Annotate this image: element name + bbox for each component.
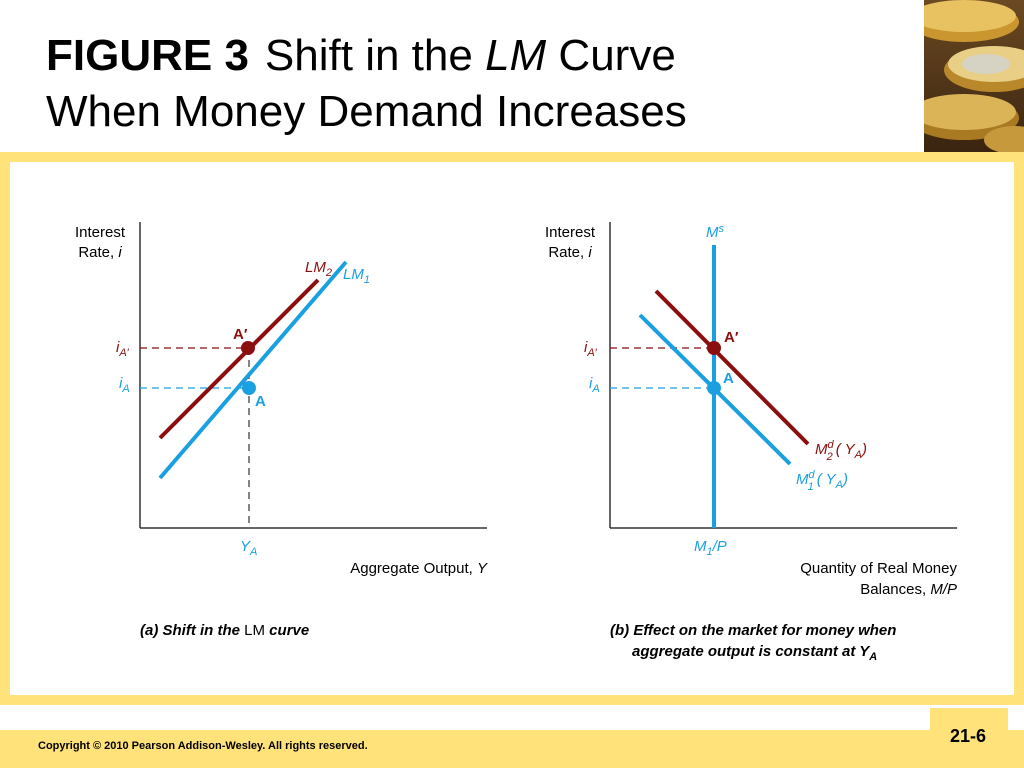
chart-a-ytick-ia-prime: iA′: [116, 339, 130, 359]
chart-a: Interest Rate, i A A′ LM2 LM1 iA′ iA YA …: [75, 222, 488, 639]
chart-b-ytick-ia-prime: iA′: [584, 339, 598, 359]
title-lm: LM: [485, 31, 547, 80]
footer-bar: [0, 730, 1024, 768]
chart-b-xlabel-line1: Quantity of Real Money: [800, 560, 957, 577]
chart-b-md2-line: [654, 289, 810, 446]
chart-b-ylabel-line1: Interest: [545, 224, 596, 241]
title-line-2: When Money Demand Increases: [46, 87, 687, 136]
page-number: 21-6: [950, 726, 987, 746]
chart-a-lm1-line: [158, 260, 348, 480]
title-text: Shift in the: [264, 31, 473, 80]
figure-frame: [0, 152, 1024, 705]
chart-b-caption-line2: aggregate output is constant at YA: [632, 643, 877, 663]
title-line-1: FIGURE 3 Shift in the LM Curve: [46, 28, 906, 84]
chart-a-ylabel-line2: Rate, i: [78, 244, 122, 261]
chart-b-xlabel-line2: Balances, M/P: [860, 581, 957, 598]
chart-b-supply-label: Ms: [706, 223, 725, 241]
chart-b-point-a-prime-label: A′: [724, 329, 739, 346]
chart-b-point-a-label: A: [723, 370, 734, 387]
chart-b-caption-line1: (b) Effect on the market for money when: [610, 622, 896, 639]
coins-image: [924, 0, 1024, 152]
chart-a-lm2-line: [158, 278, 320, 440]
chart-a-ylabel-line1: Interest: [75, 224, 126, 241]
chart-b-md2-label: Md 2( YA): [815, 439, 867, 463]
chart-b: Interest Rate, i A A′ Ms iA′ iA M1/P Md 2…: [545, 222, 957, 663]
chart-a-xtick-ya: YA: [240, 538, 257, 558]
chart-a-caption: (a) Shift in the LM curve: [140, 622, 309, 639]
title-curve: Curve: [558, 31, 676, 80]
chart-b-ytick-ia: iA: [589, 375, 600, 395]
slide-title: FIGURE 3 Shift in the LM Curve When Money…: [46, 28, 906, 140]
chart-a-xlabel: Aggregate Output, Y: [350, 560, 488, 577]
copyright-text: Copyright © 2010 Pearson Addison-Wesley.…: [38, 740, 368, 752]
chart-a-point-a-prime-label: A′: [233, 326, 248, 343]
chart-b-point-a: [707, 381, 721, 395]
chart-a-ytick-ia: iA: [119, 375, 130, 395]
chart-a-point-a-label: A: [255, 393, 266, 410]
chart-b-md1-label: Md 1( YA): [796, 469, 848, 493]
chart-a-lm2-label: LM2: [305, 259, 332, 279]
chart-a-lm1-label: LM1: [343, 266, 370, 286]
chart-b-point-a-prime: [707, 341, 721, 355]
figure-panel: [10, 162, 1014, 695]
chart-a-point-a-prime: [241, 341, 255, 355]
chart-b-supply-tick: M1/P: [694, 538, 727, 558]
chart-b-ylabel-line2: Rate, i: [548, 244, 592, 261]
page-number-box: [930, 708, 1008, 764]
chart-a-point-a: [242, 381, 256, 395]
figure-number: FIGURE 3: [46, 31, 249, 80]
